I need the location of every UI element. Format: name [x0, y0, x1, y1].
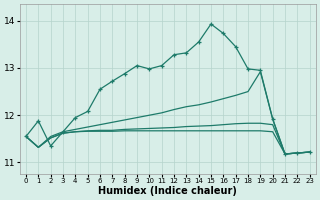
X-axis label: Humidex (Indice chaleur): Humidex (Indice chaleur) — [98, 186, 237, 196]
